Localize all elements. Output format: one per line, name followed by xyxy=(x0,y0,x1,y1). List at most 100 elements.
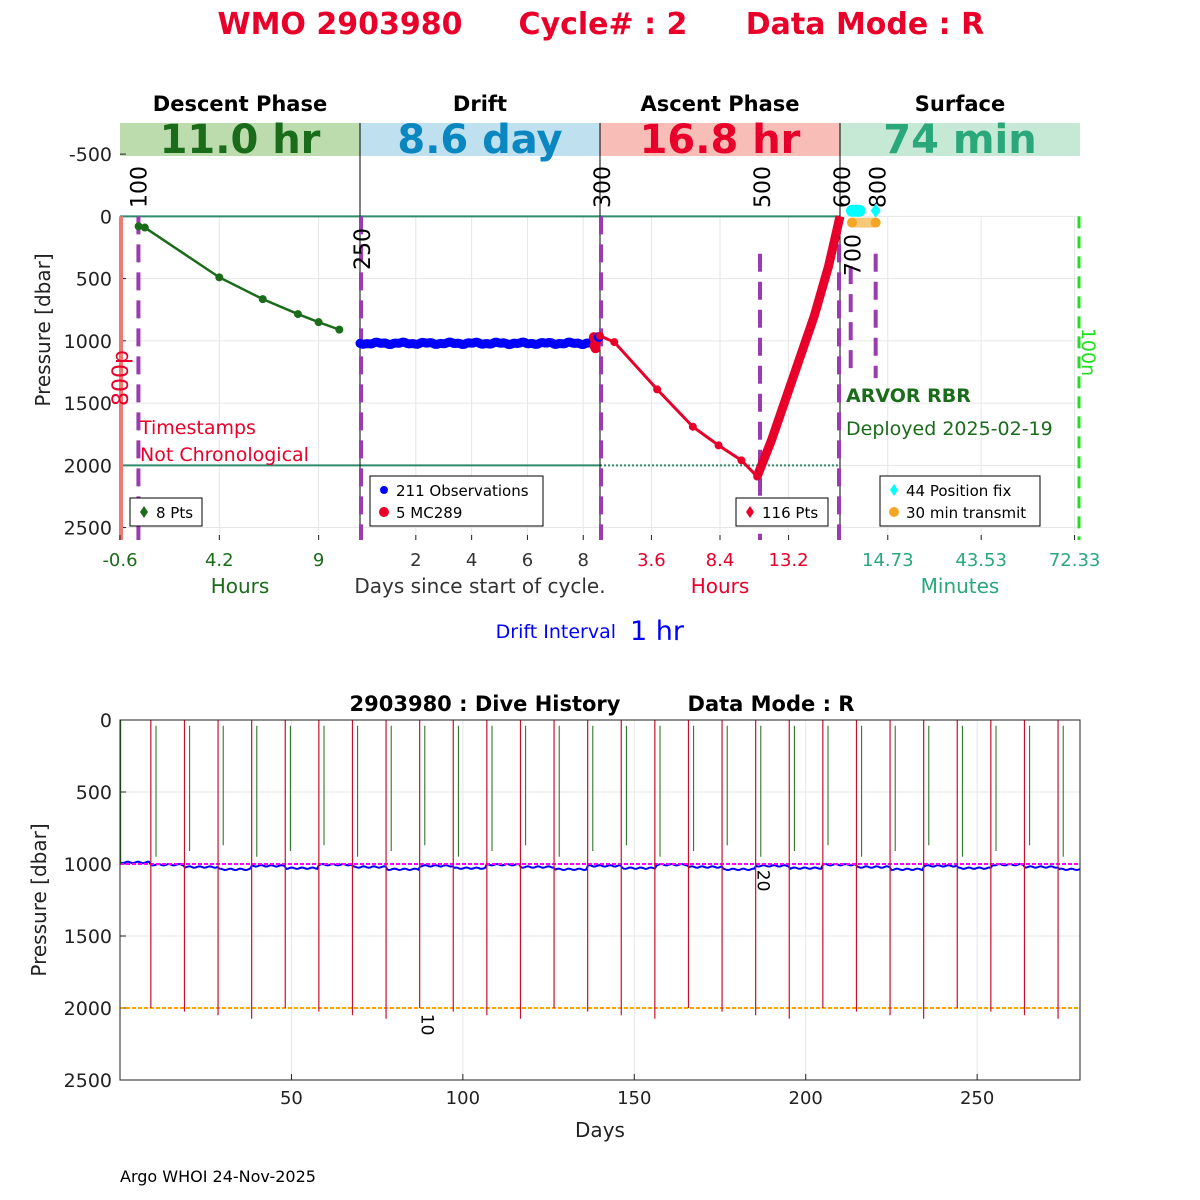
title-mode: Data Mode : R xyxy=(746,7,984,42)
descent-point xyxy=(335,325,344,334)
top-ytick-label: 1000 xyxy=(64,331,112,353)
ascent-xlabel: Hours xyxy=(691,574,750,598)
bottom-ytick-label: 2500 xyxy=(64,1070,112,1092)
main-title: WMO 2903980 Cycle# : 2 Data Mode : R xyxy=(217,7,984,42)
float-type: ARVOR RBR xyxy=(846,385,971,407)
phase-name-1: Drift xyxy=(453,92,507,116)
top-xtick-label: 8.4 xyxy=(706,550,735,571)
descent-point xyxy=(258,295,267,304)
drift-interval-value: 1 hr xyxy=(630,616,685,647)
title-wmo: WMO 2903980 xyxy=(217,7,462,42)
dive-drift-trace xyxy=(119,860,1081,872)
bottom-ytick-label: 1000 xyxy=(64,854,112,876)
top-ytick-label: 0 xyxy=(100,206,112,228)
bottom-xlabel: Days xyxy=(575,1118,625,1142)
descent-point xyxy=(140,223,149,232)
drift-line xyxy=(355,337,594,350)
marker-label-700: 700 xyxy=(842,234,867,276)
ascent-point xyxy=(688,422,697,431)
drift-legend-swatch xyxy=(380,486,388,494)
ascent-point xyxy=(653,385,662,394)
marker-label-500: 500 xyxy=(751,166,776,208)
phase-band-0 xyxy=(120,123,360,156)
title-cycle: Cycle# : 2 xyxy=(519,7,688,42)
phase-band-3 xyxy=(840,123,1080,156)
ascent-point xyxy=(714,441,723,450)
ascent-point xyxy=(737,456,746,465)
top-xtick-label: 8 xyxy=(578,550,589,571)
descent-xlabel: Hours xyxy=(211,574,270,598)
top-ytick-label: 1500 xyxy=(64,393,112,415)
phase-band-2 xyxy=(600,123,840,156)
top-xtick-label: 72.33 xyxy=(1049,550,1101,571)
descent-legend-swatch xyxy=(140,506,148,518)
surface-legend-swatch xyxy=(889,507,899,517)
surface-legend-label: 44 Position fix xyxy=(906,482,1011,500)
bottom-ytick-label: 1500 xyxy=(64,926,112,948)
surface-legend: 44 Position fix 30 min transmit xyxy=(879,475,1041,527)
top-xtick-label: 43.53 xyxy=(955,550,1007,571)
bottom-ytick-label: 0 xyxy=(100,710,112,732)
top-ytick-label: 500 xyxy=(76,269,112,291)
top-xtick-label: 9 xyxy=(313,550,324,571)
top-xtick-label: 6 xyxy=(522,550,533,571)
descent-point xyxy=(134,222,143,231)
dive-history-title: 2903980 : Dive History xyxy=(350,692,621,716)
deployed-date: Deployed 2025-02-19 xyxy=(846,418,1053,440)
surface-xlabel: Minutes xyxy=(921,574,1000,598)
surface-side-label: 100n xyxy=(1077,328,1099,376)
top-xtick-label: 3.6 xyxy=(637,550,666,571)
phase-band-1 xyxy=(360,123,600,156)
descent-side-label: 800p xyxy=(109,350,134,406)
drift-legend-box xyxy=(369,475,544,527)
bottom-xtick-label: 50 xyxy=(280,1088,303,1109)
ascent-legend: 116 Pts xyxy=(735,497,829,527)
top-ytick-label: -500 xyxy=(69,144,112,166)
top-panel-text: Pressure [dbar] Timestamps Not Chronolog… xyxy=(31,253,1099,647)
dive-history-mode: Data Mode : R xyxy=(688,692,855,716)
drift-legend-label: 211 Observations xyxy=(396,482,529,500)
top-xtick-label: -0.6 xyxy=(102,550,137,571)
drift-legend-label: 5 MC289 xyxy=(396,504,462,522)
annotation-20: 20 xyxy=(753,870,773,892)
annotation-10: 10 xyxy=(417,1014,437,1036)
top-xtick-label: 4.2 xyxy=(205,550,234,571)
top-xtick-label: 2 xyxy=(410,550,421,571)
bottom-xtick-label: 150 xyxy=(617,1088,651,1109)
descent-point xyxy=(314,318,323,327)
phase-name-3: Surface xyxy=(915,92,1005,116)
ascent-point xyxy=(610,338,619,347)
transmit-point-end xyxy=(870,217,881,228)
descent-point xyxy=(215,273,224,282)
descent-note-1: Timestamps xyxy=(139,417,256,439)
position-fix-point xyxy=(870,203,881,218)
phase-name-0: Descent Phase xyxy=(153,92,327,116)
drift-mc-point xyxy=(590,343,601,354)
drift-legend: 211 Observations 5 MC289 xyxy=(369,475,544,527)
marker-label-800: 800 xyxy=(867,166,892,208)
bottom-xtick-label: 250 xyxy=(960,1088,994,1109)
transmit-point-start xyxy=(847,217,857,228)
descent-legend-label: 8 Pts xyxy=(156,504,193,522)
marker-label-600: 600 xyxy=(831,166,856,208)
ascent-rise xyxy=(752,215,845,479)
bottom-xtick-label: 100 xyxy=(446,1088,480,1109)
marker-label-300: 300 xyxy=(591,166,616,208)
descent-line xyxy=(138,225,340,331)
descent-note-2: Not Chronological xyxy=(140,444,309,466)
surface-legend-swatch xyxy=(890,484,898,496)
phase-name-2: Ascent Phase xyxy=(641,92,800,116)
bottom-xtick-label: 200 xyxy=(789,1088,823,1109)
phase-duration-3: 74 min xyxy=(883,117,1036,163)
marker-label-100: 100 xyxy=(127,166,152,208)
top-ylabel: Pressure [dbar] xyxy=(31,253,55,406)
top-xtick-label: 13.2 xyxy=(769,550,809,571)
marker-label-250: 250 xyxy=(351,228,376,270)
ascent-legend-label: 116 Pts xyxy=(762,504,818,522)
phase-duration-0: 11.0 hr xyxy=(160,117,321,163)
bottom-ytick-label: 500 xyxy=(76,782,112,804)
bottom-ytick-label: 2000 xyxy=(64,998,112,1020)
bottom-panel-text: 2903980 : Dive History Data Mode : R Pre… xyxy=(27,692,854,1142)
